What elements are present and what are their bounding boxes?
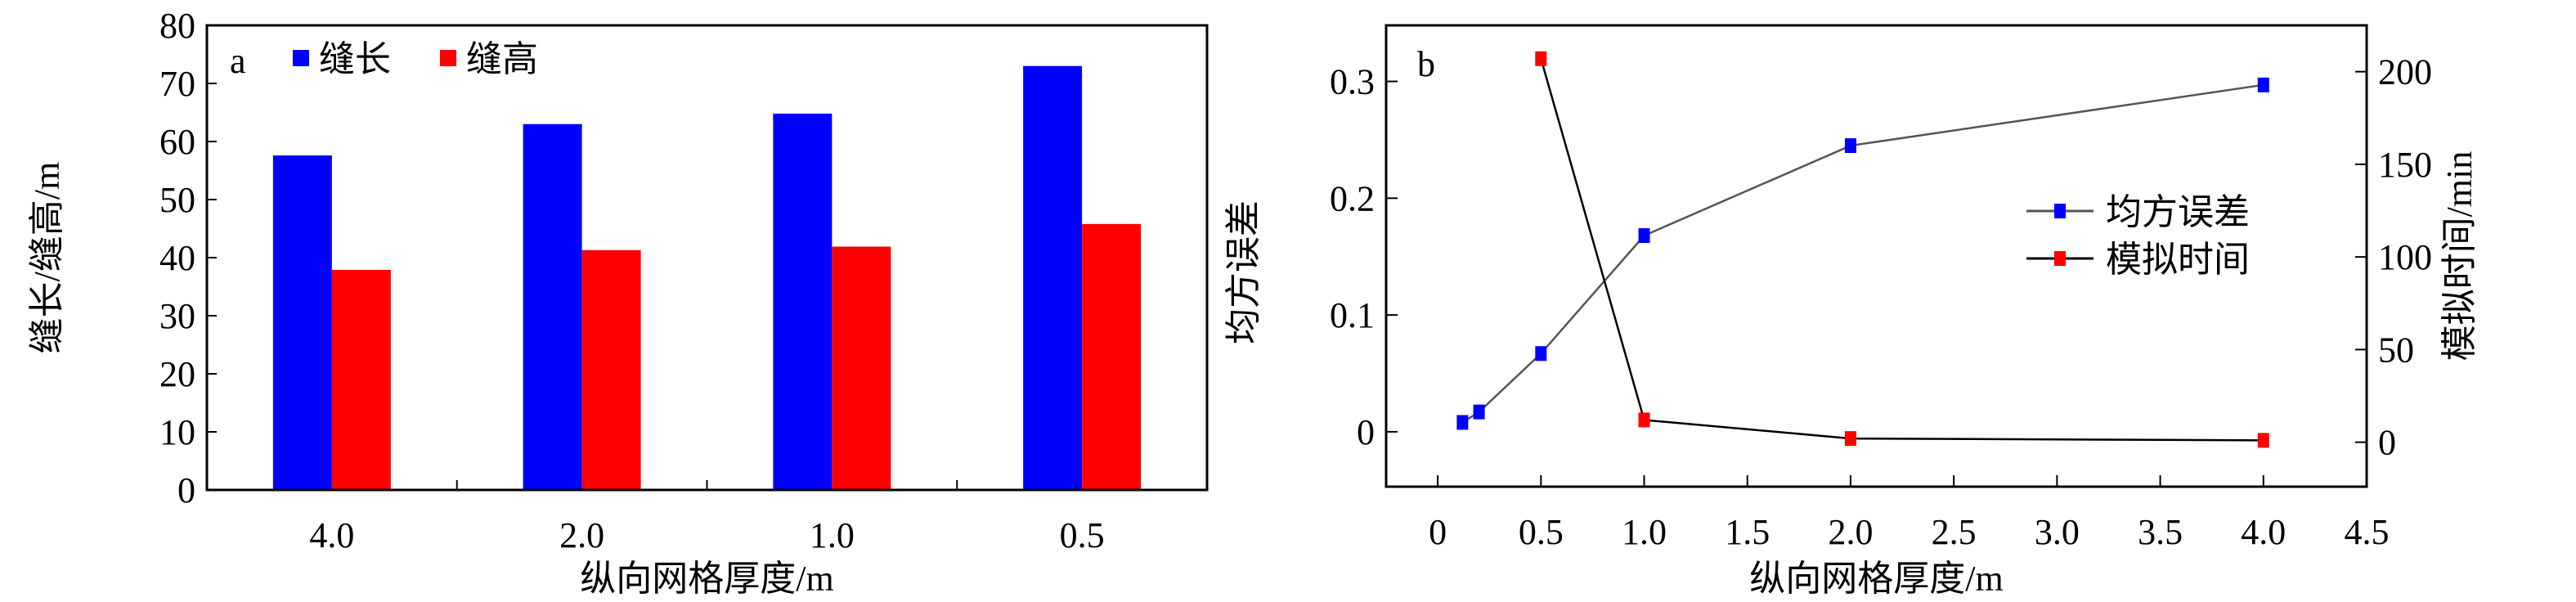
bar-height-4.0 [331,269,391,490]
y-left-tick-label: 0 [1357,412,1375,452]
data-point-mse [2257,77,2269,92]
y-tick-label: 60 [159,122,195,162]
x-tick-label: 2.0 [559,515,604,555]
bar-height-1.0 [832,246,891,490]
y-tick-label: 30 [159,296,195,336]
y-right-tick-label: 50 [2378,330,2414,370]
x-tick-label: 1.5 [1725,512,1770,552]
y-tick-label: 70 [159,64,195,104]
chart-b-line: 0 0.5 1.0 1.5 2.0 2.5 3.0 3.5 4.0 4.5 0 0.1 0.2 0.3 0 5… [1223,24,2480,599]
x-tick-label: 0 [1429,512,1447,552]
data-point-mse [1638,228,1650,244]
legend-label: 模拟时间 [2106,240,2250,280]
x-tick-label: 3.0 [2035,512,2080,552]
x-tick-label: 3.5 [2138,512,2183,552]
legend-label: 缝高 [466,39,538,79]
bar-length-4.0 [272,155,332,491]
bar-height-0.5 [1082,223,1142,490]
y-right-tick-label: 150 [2378,145,2432,185]
plot-frame [205,24,1209,492]
y-right-tick-label: 200 [2378,52,2432,92]
data-point-mse [1844,138,1856,154]
plot-frame [1384,24,2368,488]
legend-swatch [293,50,309,66]
legend-label: 均方误差 [2106,192,2250,232]
data-point-mse [1535,346,1547,362]
panel-label: b [1417,44,1435,84]
y-tick-label: 80 [159,6,195,46]
x-tick-label: 1.0 [1622,512,1667,552]
x-tick-label: 4.0 [2241,512,2286,552]
y-left-tick-label: 0.2 [1330,178,1375,218]
chart-a-bar: 4.0 2.0 1.0 0.5 0 10 20 30 40 50 60 70 80 a 缝长 缝高纵向网格厚度… [27,6,1209,599]
data-point-mse [1473,404,1485,420]
y-tick-label: 20 [159,354,195,394]
data-point-time [1535,51,1547,66]
data-point-time [2257,433,2269,448]
legend-label: 缝长 [319,39,391,79]
y-right-tick-label: 0 [2378,423,2396,463]
data-point-time [1844,431,1856,447]
x-tick-label: 4.5 [2345,512,2390,552]
x-axis-label: 纵向网格厚度/m [580,559,833,599]
y-tick-label: 50 [159,180,195,220]
data-point-mse [1456,415,1469,430]
panel-label: a [230,41,246,81]
y-tick-label: 0 [177,470,195,510]
x-tick-label: 2.5 [1932,512,1977,552]
data-point-time [1638,412,1650,428]
x-tick-label: 4.0 [309,515,354,555]
y-left-tick-label: 0.3 [1330,62,1375,102]
y-axis-label: 缝长/缝高/m [27,162,67,354]
x-tick-label: 0.5 [1519,512,1564,552]
x-tick-label: 0.5 [1060,515,1105,555]
bar-height-2.0 [581,249,641,490]
y-right-axis-label: 模拟时间/min [2439,151,2480,362]
y-left-tick-label: 0.1 [1330,295,1375,335]
x-tick-label: 2.0 [1828,512,1873,552]
x-tick-label: 1.0 [810,515,855,555]
bar-length-2.0 [523,124,582,490]
series-line-time [1540,58,2264,442]
y-tick-label: 10 [159,412,195,452]
legend-marker [2054,251,2066,266]
y-right-tick-label: 100 [2378,237,2432,277]
x-axis-label: 纵向网格厚度/m [1749,559,2003,599]
legend-swatch [440,50,456,66]
bar-length-0.5 [1023,65,1083,490]
y-left-axis-label: 均方误差 [1223,200,1263,344]
legend-marker [2054,204,2066,218]
bar-length-1.0 [773,113,832,491]
y-tick-label: 40 [159,238,195,278]
